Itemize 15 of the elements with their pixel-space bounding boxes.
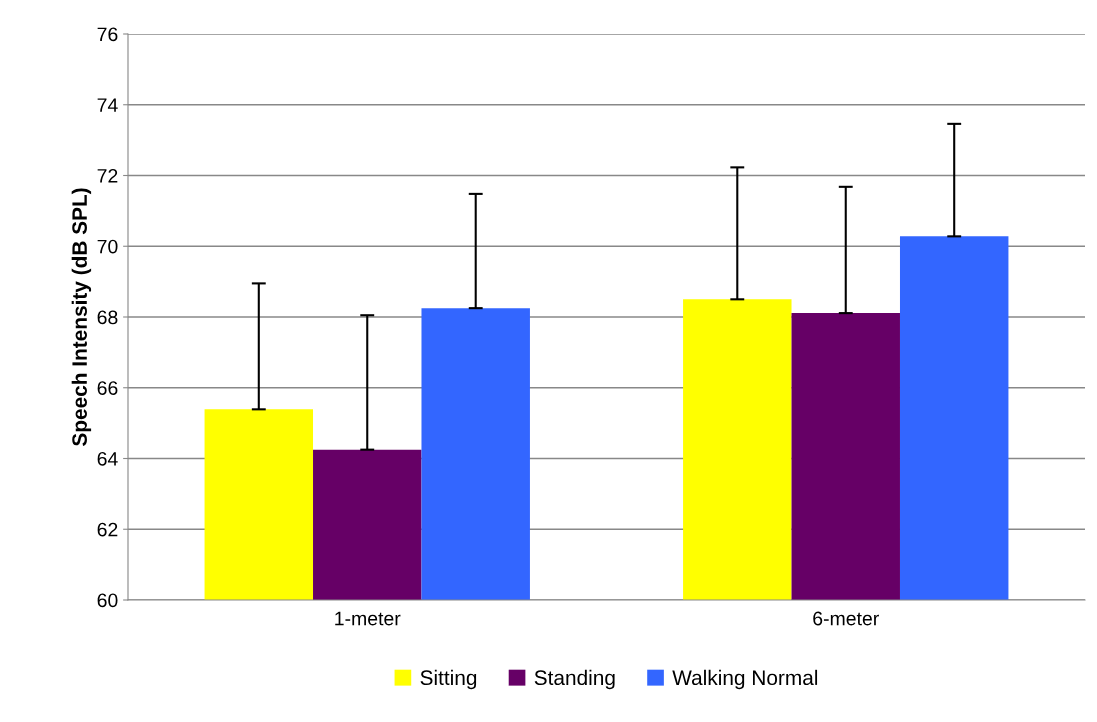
y-tick-label: 62 — [97, 522, 118, 537]
x-tick-label: 1-meter — [335, 611, 401, 626]
y-tick-label: 74 — [97, 98, 118, 112]
y-tick-label: 66 — [97, 381, 118, 395]
y-axis-title: Speech Intensity (dB SPL) — [71, 188, 92, 447]
legend-label: Sitting — [420, 669, 477, 690]
y-tick-label: 76 — [97, 27, 118, 42]
x-tick-label: 6-meter — [813, 611, 879, 626]
y-tick-label: 60 — [97, 593, 118, 608]
y-tick-label: 70 — [97, 239, 118, 254]
y-tick-label: 72 — [97, 168, 118, 183]
legend-label: Standing — [534, 669, 615, 690]
legend-label: Walking Normal — [672, 669, 818, 690]
y-tick-label: 68 — [97, 310, 118, 325]
y-tick-label: 64 — [97, 451, 118, 466]
